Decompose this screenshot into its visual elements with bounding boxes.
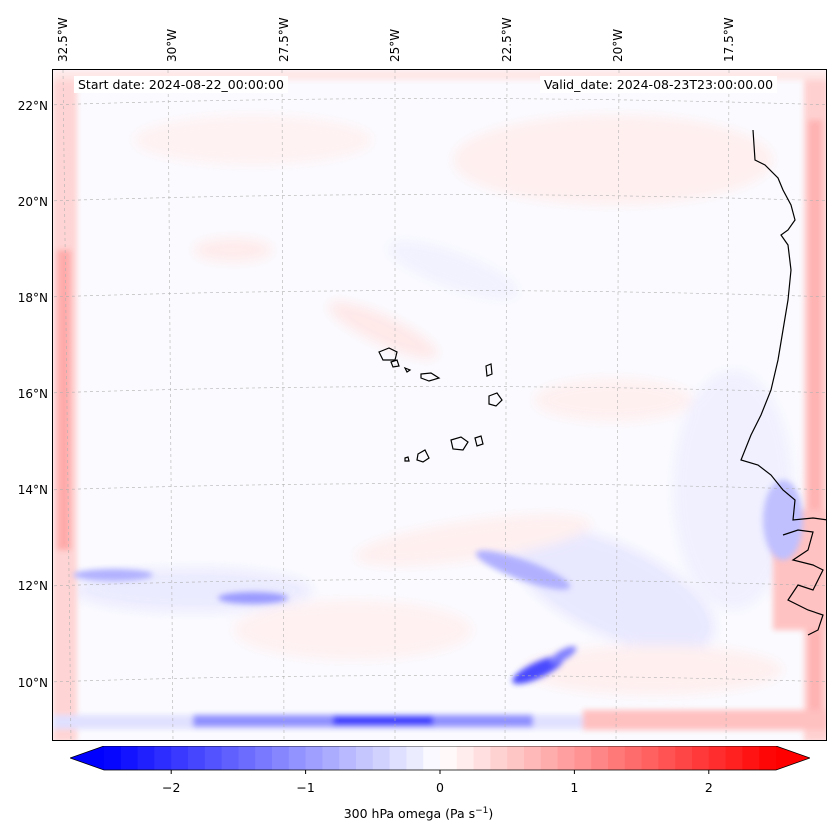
colorbar-tick-label: 2	[704, 780, 713, 795]
colorbar-extend-max	[776, 746, 810, 770]
colorbar-label-exponent: −1	[475, 806, 489, 816]
lat-label-20n: 20°N	[17, 195, 48, 209]
colorbar-segment	[524, 746, 542, 770]
lon-label-20w: 20°W	[611, 28, 625, 62]
colorbar-segment	[104, 746, 122, 770]
colorbar-segment	[288, 746, 307, 770]
colorbar-segment	[406, 746, 424, 770]
lon-label-30w: 30°W	[165, 28, 179, 62]
colorbar-segment	[154, 746, 172, 770]
graticule	[53, 70, 826, 740]
colorbar-segment	[725, 746, 743, 770]
lat-label-22n: 22°N	[17, 99, 48, 113]
colorbar-outline	[70, 746, 810, 771]
lat-label-16n: 16°N	[17, 387, 48, 401]
colorbar-label-close: )	[488, 806, 494, 822]
colorbar-segment	[255, 746, 273, 770]
colorbar-segment	[440, 746, 458, 770]
start-date-label: Start date: 2024-08-22_00:00:00	[74, 76, 288, 93]
colorbar-segment	[490, 746, 508, 770]
colorbar-segment	[540, 746, 559, 770]
lon-label-25w: 25°W	[388, 28, 402, 62]
omega-field	[53, 70, 826, 740]
lon-label-22-5w: 22.5°W	[500, 17, 514, 62]
colorbar-segment	[356, 746, 374, 770]
lon-label-17-5w: 17.5°W	[722, 17, 736, 62]
colorbar-segment	[322, 746, 340, 770]
colorbar-segment	[591, 746, 609, 770]
colorbar-segment	[692, 746, 710, 770]
colorbar-extend-min	[70, 746, 104, 770]
colorbar-segment	[339, 746, 357, 770]
colorbar-segment	[423, 746, 441, 770]
colorbar-segment	[238, 746, 256, 770]
colorbar-segment	[137, 746, 155, 770]
colorbar-tick-label: 1	[570, 780, 579, 795]
colorbar-tick-label: 0	[436, 780, 444, 795]
colorbar-tick-label: −2	[161, 780, 181, 795]
lat-label-18n: 18°N	[17, 291, 48, 305]
colorbar-segment	[171, 746, 189, 770]
colorbar-segment	[557, 746, 575, 770]
colorbar-segment	[624, 746, 643, 770]
omega-map	[52, 69, 827, 741]
colorbar-segment	[188, 746, 206, 770]
coastline	[378, 129, 826, 636]
colorbar-segment	[675, 746, 693, 770]
colorbar-segment	[473, 746, 491, 770]
lat-label-10n: 10°N	[17, 676, 48, 690]
colorbar	[70, 746, 810, 774]
colorbar-segment	[272, 746, 290, 770]
colorbar-segment	[658, 746, 676, 770]
valid-date-label: Valid_date: 2024-08-23T23:00:00.00	[540, 76, 778, 93]
colorbar-segment	[120, 746, 139, 770]
colorbar-label-text: 300 hPa omega (Pa s	[343, 806, 476, 822]
colorbar-tick-label: −1	[296, 780, 315, 795]
lat-label-12n: 12°N	[17, 579, 48, 593]
colorbar-segment	[608, 746, 626, 770]
colorbar-segment	[389, 746, 407, 770]
colorbar-segment	[204, 746, 223, 770]
colorbar-label: 300 hPa omega (Pa s−1)	[0, 806, 837, 821]
colorbar-segment	[759, 746, 777, 770]
colorbar-segment	[507, 746, 525, 770]
colorbar-segment	[641, 746, 659, 770]
colorbar-segment	[742, 746, 760, 770]
colorbar-segment	[305, 746, 323, 770]
lat-label-14n: 14°N	[17, 483, 48, 497]
colorbar-segment	[372, 746, 391, 770]
colorbar-segment	[574, 746, 592, 770]
colorbar-segment	[456, 746, 475, 770]
lon-label-32-5w: 32.5°W	[56, 17, 70, 62]
lon-label-27-5w: 27.5°W	[277, 17, 291, 62]
colorbar-segment	[221, 746, 239, 770]
colorbar-segment	[708, 746, 727, 770]
